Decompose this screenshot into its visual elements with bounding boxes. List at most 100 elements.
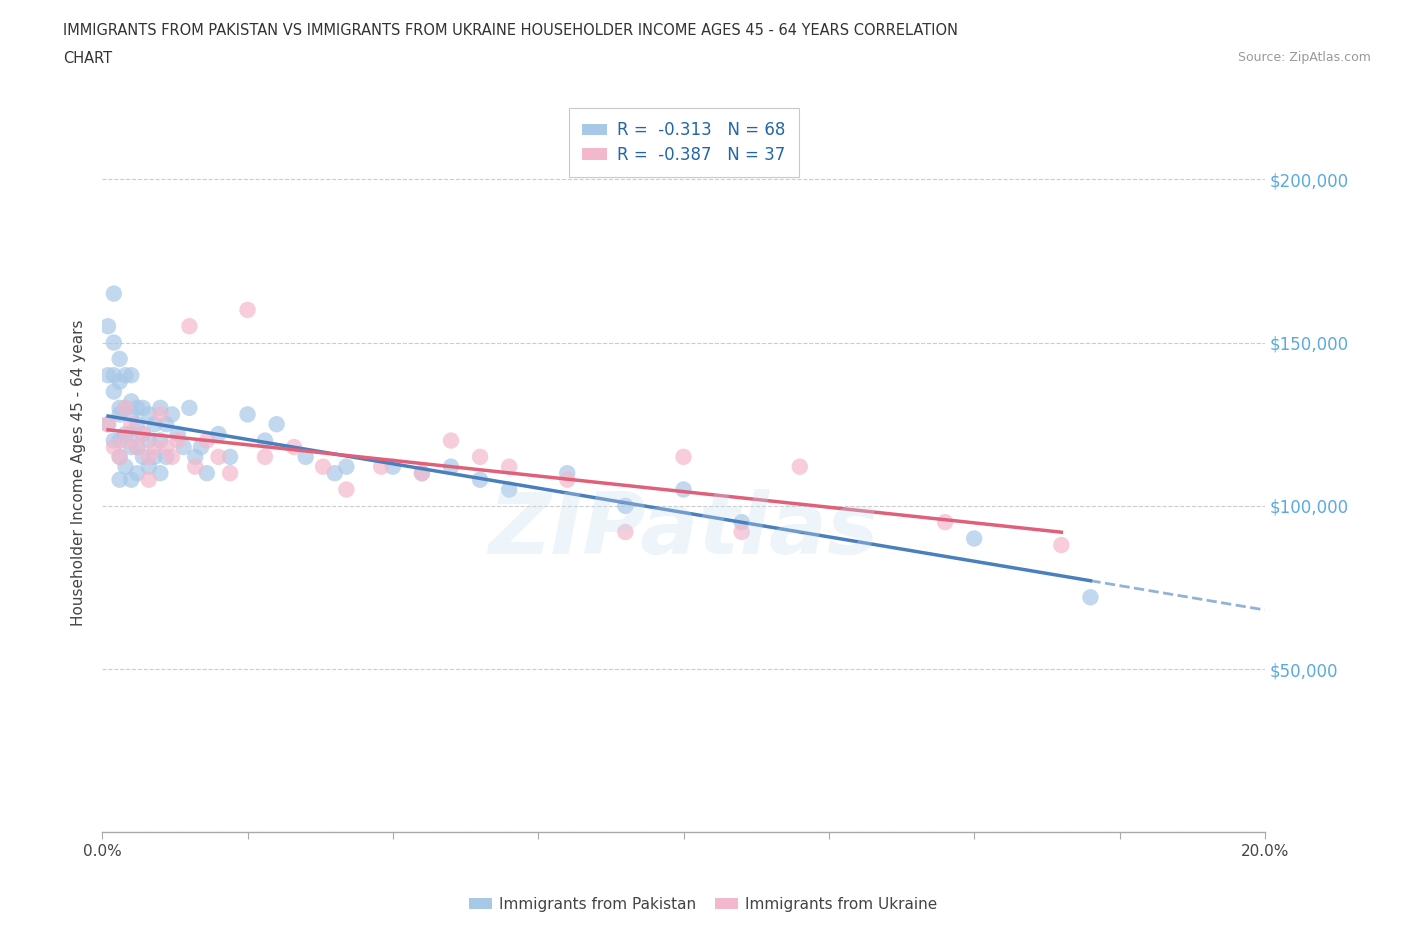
Point <box>149 433 172 448</box>
Point <box>207 449 229 464</box>
Point <box>127 401 149 416</box>
Point <box>149 466 172 481</box>
Point <box>114 427 136 442</box>
Point <box>149 401 172 416</box>
Point <box>138 449 160 464</box>
Point <box>143 417 166 432</box>
Point <box>155 449 177 464</box>
Point <box>266 417 288 432</box>
Point <box>555 466 578 481</box>
Point <box>97 417 120 432</box>
Point <box>283 440 305 455</box>
Point <box>184 449 207 464</box>
Point <box>108 449 131 464</box>
Point <box>555 472 578 487</box>
Point <box>127 417 149 432</box>
Point <box>114 401 136 416</box>
Point <box>97 367 120 382</box>
Point <box>120 417 142 432</box>
Point <box>114 401 136 416</box>
Point <box>155 440 177 455</box>
Point <box>1050 538 1073 552</box>
Point <box>138 433 160 448</box>
Point <box>335 482 357 497</box>
Point <box>108 433 131 448</box>
Point <box>253 449 276 464</box>
Point <box>127 440 149 455</box>
Point <box>160 407 183 422</box>
Point <box>97 319 120 334</box>
Point <box>195 466 218 481</box>
Point <box>138 472 160 487</box>
Point <box>114 433 136 448</box>
Point <box>934 514 956 529</box>
Legend: R =  -0.313   N = 68, R =  -0.387   N = 37: R = -0.313 N = 68, R = -0.387 N = 37 <box>568 108 799 178</box>
Point <box>114 367 136 382</box>
Point <box>103 440 125 455</box>
Legend: Immigrants from Pakistan, Immigrants from Ukraine: Immigrants from Pakistan, Immigrants fro… <box>463 891 943 918</box>
Point <box>132 427 155 442</box>
Point <box>219 466 242 481</box>
Point <box>108 472 131 487</box>
Point <box>236 407 259 422</box>
Point <box>411 466 433 481</box>
Point <box>127 466 149 481</box>
Point <box>236 302 259 317</box>
Point <box>120 440 142 455</box>
Point <box>184 459 207 474</box>
Point <box>132 449 155 464</box>
Point <box>173 440 195 455</box>
Text: CHART: CHART <box>63 51 112 66</box>
Point <box>108 352 131 366</box>
Point <box>179 319 201 334</box>
Point <box>312 459 335 474</box>
Point <box>120 394 142 409</box>
Point <box>789 459 811 474</box>
Point <box>440 459 463 474</box>
Text: ZIPatlas: ZIPatlas <box>488 489 879 572</box>
Point <box>120 472 142 487</box>
Point <box>672 449 695 464</box>
Point <box>108 374 131 389</box>
Point <box>132 401 155 416</box>
Point <box>166 433 188 448</box>
Point <box>335 459 357 474</box>
Point <box>103 433 125 448</box>
Point <box>143 440 166 455</box>
Point <box>614 525 637 539</box>
Point <box>132 427 155 442</box>
Point <box>370 459 392 474</box>
Point <box>468 449 491 464</box>
Point <box>207 427 229 442</box>
Point <box>160 449 183 464</box>
Point <box>143 449 166 464</box>
Point <box>103 384 125 399</box>
Point <box>114 459 136 474</box>
Point <box>120 407 142 422</box>
Point <box>179 401 201 416</box>
Point <box>381 459 404 474</box>
Point <box>672 482 695 497</box>
Point <box>498 459 520 474</box>
Point <box>323 466 346 481</box>
Point <box>1080 590 1102 604</box>
Point <box>730 514 752 529</box>
Point <box>219 449 242 464</box>
Text: IMMIGRANTS FROM PAKISTAN VS IMMIGRANTS FROM UKRAINE HOUSEHOLDER INCOME AGES 45 -: IMMIGRANTS FROM PAKISTAN VS IMMIGRANTS F… <box>63 23 959 38</box>
Point <box>138 459 160 474</box>
Point <box>253 433 276 448</box>
Point <box>166 427 188 442</box>
Point <box>963 531 986 546</box>
Y-axis label: Householder Income Ages 45 - 64 years: Householder Income Ages 45 - 64 years <box>72 320 86 627</box>
Point <box>149 407 172 422</box>
Point <box>440 433 463 448</box>
Point <box>108 449 131 464</box>
Point <box>103 335 125 350</box>
Point <box>97 417 120 432</box>
Point <box>498 482 520 497</box>
Point <box>411 466 433 481</box>
Point <box>294 449 316 464</box>
Point <box>138 407 160 422</box>
Text: Source: ZipAtlas.com: Source: ZipAtlas.com <box>1237 51 1371 64</box>
Point <box>120 427 142 442</box>
